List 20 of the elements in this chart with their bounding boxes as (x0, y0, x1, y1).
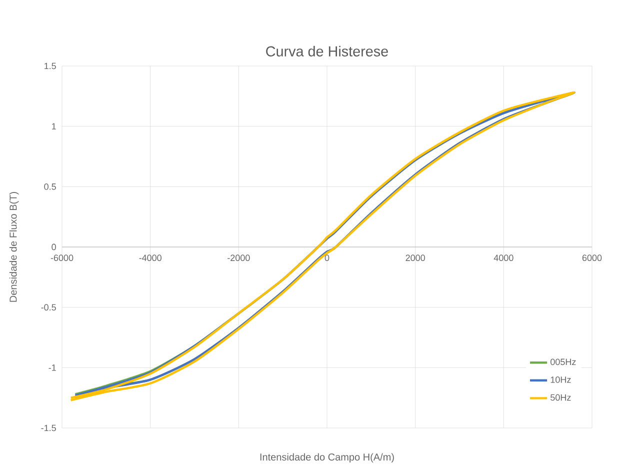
y-tick-label: -1 (48, 364, 56, 371)
y-tick-label: 0 (52, 244, 56, 250)
x-tick-label: -6000 (50, 254, 74, 262)
legend-label: 50Hz (550, 394, 571, 401)
x-tick-label: 6000 (582, 254, 602, 262)
legend-label: 005Hz (550, 358, 576, 366)
x-tick-label: 4000 (494, 254, 514, 262)
x-tick-label: -2000 (228, 254, 250, 262)
x-axis-title: Intensidade do Campo H(A/m) (260, 453, 394, 463)
x-tick-label: -4000 (139, 254, 162, 262)
y-tick-label: -0.5 (41, 304, 56, 311)
chart-title: Curva de Histerese (266, 46, 388, 56)
y-axis-title: Densidade de Fluxo B(T) (9, 192, 19, 302)
legend-label: 10Hz (550, 376, 571, 383)
y-tick-label: 1 (52, 123, 56, 130)
y-tick-label: 0.5 (44, 183, 56, 190)
x-tick-label: 2000 (406, 254, 425, 262)
y-tick-label: 1.5 (44, 62, 56, 70)
x-tick-label: 0 (324, 254, 330, 262)
y-tick-label: -1.5 (41, 424, 56, 432)
